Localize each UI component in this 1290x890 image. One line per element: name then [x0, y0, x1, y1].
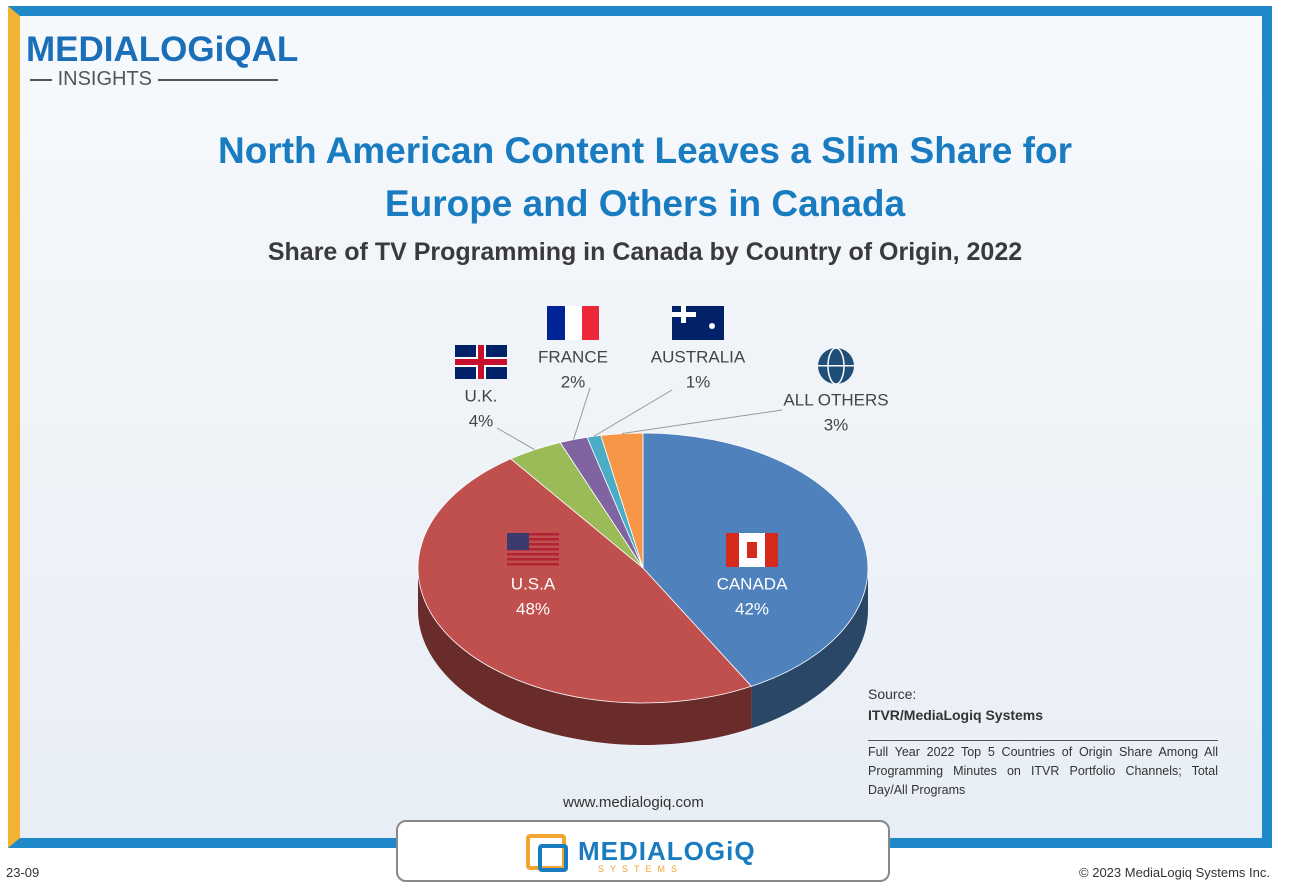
- flag-icon: [547, 306, 599, 340]
- flag-part: [565, 306, 582, 340]
- leader-line: [593, 389, 673, 437]
- flag-icon: [726, 533, 778, 567]
- category-label: U.S.A: [511, 574, 556, 593]
- logo: MEDIALOGiQAL: [26, 30, 299, 69]
- flag-icon: [507, 533, 559, 566]
- flag-icon: [455, 345, 507, 379]
- slice-top: [600, 432, 644, 569]
- flag-part: [709, 323, 715, 329]
- flag-part: [765, 533, 778, 567]
- brand-box: MEDIALOGiQ SYSTEMS: [396, 820, 890, 882]
- flag-part: [507, 543, 559, 546]
- code: 23-09: [6, 865, 40, 880]
- flag-part: [507, 553, 559, 556]
- slice-side: [751, 568, 868, 729]
- flag-part: [672, 312, 696, 317]
- brand-sub: SYSTEMS: [598, 864, 684, 874]
- flag-part: [747, 542, 757, 558]
- leader-line: [572, 387, 591, 440]
- slice-top: [417, 458, 753, 704]
- source-label: Source:: [868, 686, 917, 702]
- value-label: 1%: [686, 372, 711, 391]
- flag-part: [726, 533, 739, 567]
- category-label: FRANCE: [538, 347, 608, 366]
- value-label: 48%: [516, 599, 550, 618]
- flag-icon: [672, 306, 724, 340]
- flag-part: [455, 359, 507, 365]
- flag-part: [507, 563, 559, 566]
- category-label: ALL OTHERS: [783, 390, 888, 409]
- source-note: Full Year 2022 Top 5 Countries of Origin…: [868, 740, 1218, 800]
- brand-name: MEDIALOGiQ: [578, 836, 756, 866]
- leader-line: [621, 409, 783, 435]
- leader-line: [496, 427, 535, 451]
- flag-part: [507, 538, 559, 541]
- slice: [417, 458, 753, 746]
- logo-tagline: INSIGHTS: [30, 68, 310, 91]
- flag-part: [672, 306, 724, 340]
- copyright: © 2023 MediaLogiq Systems Inc.: [1079, 865, 1270, 880]
- flag-part: [582, 306, 599, 340]
- flag-part: [507, 548, 559, 551]
- category-label: U.K.: [464, 386, 497, 405]
- category-label: CANADA: [717, 574, 789, 593]
- value-label: 2%: [561, 372, 586, 391]
- category-label: AUSTRALIA: [651, 347, 746, 366]
- flag-icon: [818, 347, 854, 385]
- flag-part: [507, 533, 559, 536]
- website: www.medialogiq.com: [563, 794, 704, 811]
- value-label: 4%: [469, 411, 494, 430]
- flag-part: [507, 558, 559, 561]
- brand-icon: [538, 844, 568, 872]
- value-label: 3%: [824, 415, 849, 434]
- chart-subtitle: Share of TV Programming in Canada by Cou…: [267, 238, 1023, 266]
- flag-part: [547, 306, 565, 340]
- tagline: INSIGHTS: [57, 68, 153, 90]
- chart-title: North American Content Leaves a Slim Sha…: [218, 130, 1072, 224]
- flag-part: [507, 533, 529, 550]
- source-name: ITVR/MediaLogiq Systems: [868, 707, 1044, 723]
- slice: [600, 432, 644, 569]
- slice-side: [418, 568, 752, 746]
- value-label: 42%: [735, 599, 769, 618]
- flag-part: [818, 365, 854, 367]
